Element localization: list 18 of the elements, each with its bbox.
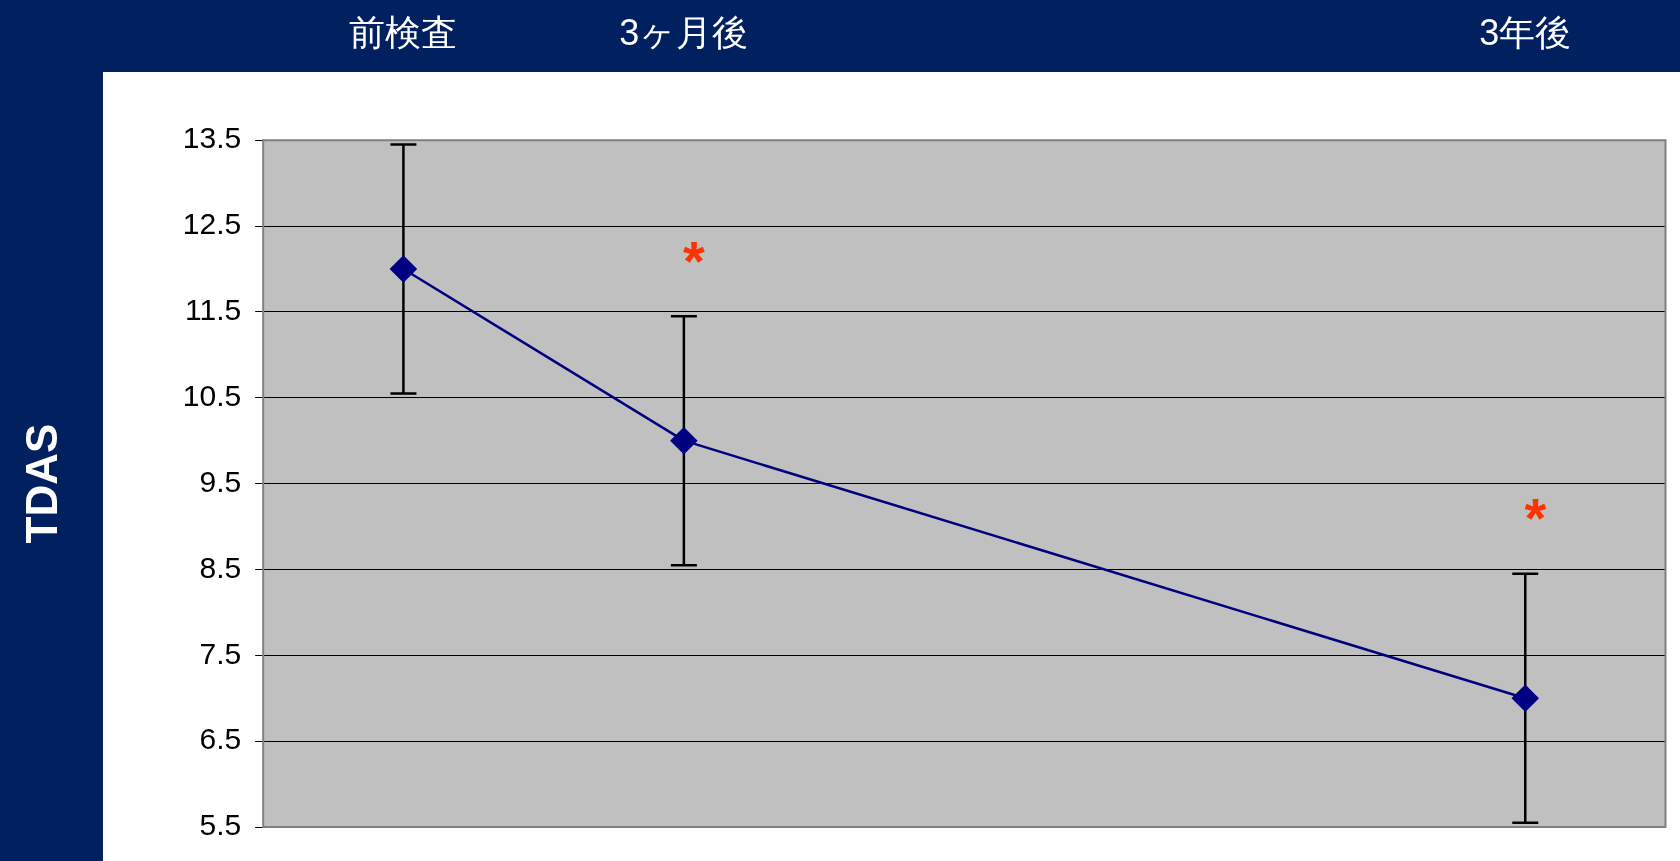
annotation: * xyxy=(1524,486,1547,550)
y-tick-label: 9.5 xyxy=(199,464,242,498)
y-tick-label: 11.5 xyxy=(185,293,242,327)
x-tick-label: 3ヶ月後 xyxy=(619,11,749,53)
x-tick-label: 3年後 xyxy=(1479,11,1572,53)
y-tick-label: 13.5 xyxy=(182,121,242,155)
y-tick-label: 8.5 xyxy=(199,550,242,584)
y-tick-label: 7.5 xyxy=(199,636,242,670)
y-tick-label: 12.5 xyxy=(182,207,242,241)
annotation: * xyxy=(682,228,705,292)
y-axis-title: TDAS xyxy=(16,423,66,544)
point xyxy=(1512,684,1539,712)
point xyxy=(670,427,698,454)
y-tick-label: 5.5 xyxy=(199,808,242,842)
point xyxy=(390,255,417,283)
y-tick-label: 6.5 xyxy=(199,722,242,756)
x-tick-label: 前検査 xyxy=(349,11,458,53)
y-tick-label: 10.5 xyxy=(182,379,242,413)
